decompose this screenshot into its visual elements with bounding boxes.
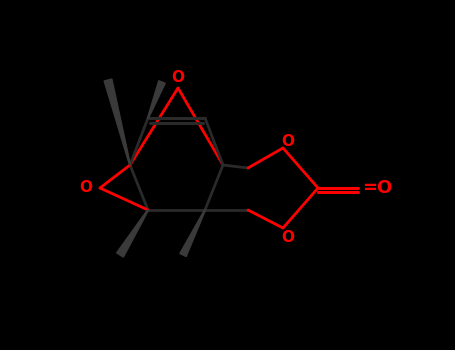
- Text: O: O: [282, 133, 294, 148]
- Polygon shape: [180, 210, 206, 257]
- Polygon shape: [116, 210, 148, 257]
- Text: =O: =O: [362, 179, 392, 197]
- Polygon shape: [104, 79, 131, 165]
- Text: O: O: [80, 181, 92, 196]
- Text: O: O: [282, 230, 294, 245]
- Polygon shape: [147, 81, 165, 118]
- Text: O: O: [172, 70, 184, 85]
